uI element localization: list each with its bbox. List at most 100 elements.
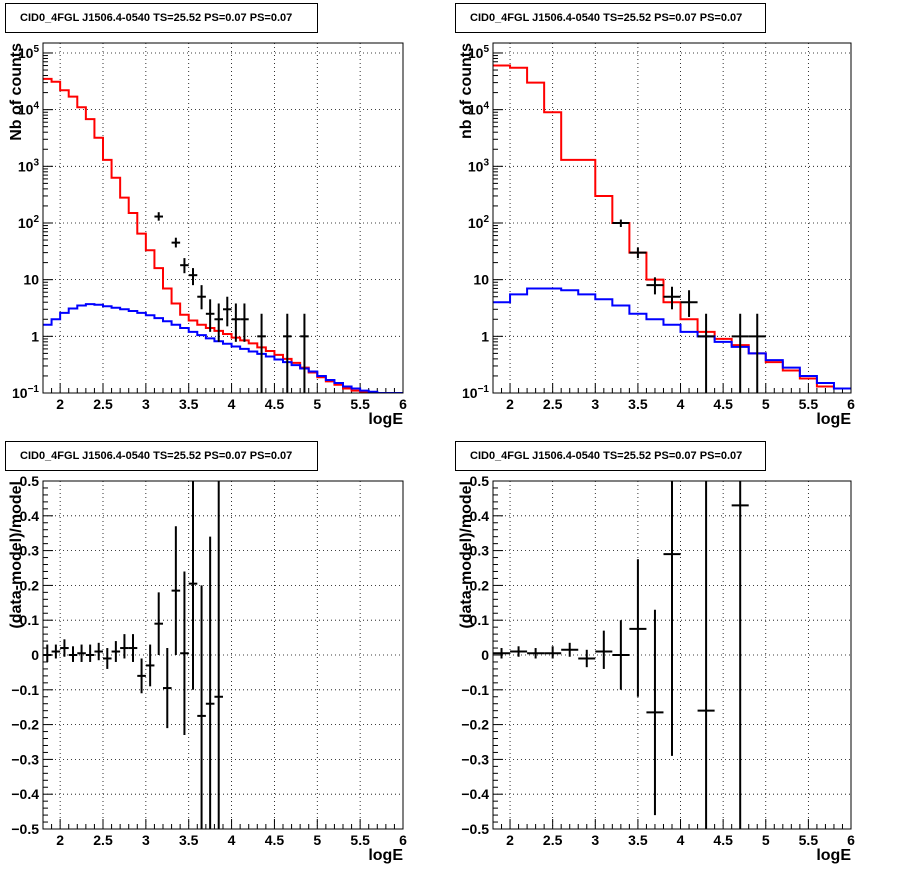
x-axis-label: logE	[816, 411, 851, 428]
x-tick-label: 4	[228, 396, 236, 412]
x-tick-label: 2.5	[93, 832, 113, 848]
chart-panel-0: 2 2.5 3 3.5 4 4.5 5 5.5 610−1110102103104105logE…	[8, 42, 407, 428]
x-tick-label: 3	[591, 396, 599, 412]
title-box-top-left: CID0_4FGL J1506.4-0540 TS=25.52 PS=0.07 …	[5, 3, 318, 33]
x-tick-label: 4	[228, 832, 236, 848]
data-point	[137, 658, 146, 694]
data-point	[43, 644, 52, 662]
data-point	[205, 299, 215, 332]
data-point	[188, 481, 198, 690]
data-point	[223, 296, 232, 327]
data-point	[240, 303, 249, 342]
y-tick-label: −0.2	[11, 717, 39, 733]
title-box-bottom-left: CID0_4FGL J1506.4-0540 TS=25.52 PS=0.07 …	[5, 441, 318, 471]
x-tick-label: 5.5	[799, 396, 819, 412]
data-point	[128, 634, 138, 662]
y-tick-label: 0.2	[20, 577, 40, 593]
data-point	[214, 303, 223, 342]
data-point	[697, 313, 715, 393]
data-point	[163, 648, 172, 729]
plot-area	[43, 481, 223, 829]
x-axis-label: logE	[816, 847, 851, 864]
y-tick-label: 0.5	[20, 473, 40, 489]
data-point	[612, 219, 630, 227]
x-tick-label: 5.5	[350, 396, 370, 412]
x-tick-label: 5	[762, 832, 770, 848]
y-tick-label: −0.5	[11, 821, 39, 837]
y-tick-label: 0	[481, 647, 489, 663]
data-point	[731, 313, 749, 393]
x-tick-label: 2.5	[543, 832, 563, 848]
data-point	[197, 285, 206, 310]
x-tick-label: 6	[399, 832, 407, 848]
y-tick-label: 102	[468, 214, 490, 231]
data-point	[154, 212, 163, 221]
chart-panel-1: 2 2.5 3 3.5 4 4.5 5 5.5 610−1110102103104105logE…	[458, 42, 855, 428]
x-tick-label: 3.5	[628, 396, 648, 412]
x-tick-label: 3.5	[179, 832, 199, 848]
data-point	[300, 313, 309, 393]
y-axis-label: (data-model)/model	[458, 481, 475, 629]
data-point	[180, 571, 189, 736]
series-step-line-0	[43, 77, 403, 393]
series-step-line-1	[43, 303, 403, 393]
data-point	[171, 237, 181, 248]
data-point	[205, 536, 215, 829]
y-tick-label: 0.1	[470, 612, 490, 628]
x-tick-label: 5	[313, 832, 321, 848]
y-tick-label: 102	[18, 214, 40, 231]
data-point	[214, 481, 223, 829]
plot-area	[493, 64, 851, 393]
x-tick-label: 3.5	[179, 396, 199, 412]
x-axis-label: logE	[368, 411, 403, 428]
y-tick-label: −0.3	[461, 751, 489, 767]
x-tick-label: 3.5	[628, 832, 648, 848]
y-axis-label: Nb of counts	[8, 43, 25, 141]
data-point	[120, 634, 129, 659]
data-point	[663, 286, 681, 310]
data-point	[493, 648, 511, 659]
data-point	[231, 303, 241, 342]
x-tick-label: 6	[847, 832, 855, 848]
data-point	[283, 313, 292, 393]
data-point	[629, 559, 647, 697]
plot-frame	[42, 480, 404, 830]
x-tick-label: 5	[762, 396, 770, 412]
plot-frame	[492, 480, 852, 830]
y-tick-label: 0.1	[20, 612, 40, 628]
y-tick-label: 1	[31, 328, 39, 344]
data-point	[561, 642, 579, 657]
data-point	[731, 481, 749, 829]
y-tick-label: 0.2	[470, 577, 490, 593]
x-tick-label: 4.5	[265, 832, 285, 848]
y-axis-label: (data-model)/model	[8, 481, 25, 629]
x-tick-label: 2	[56, 832, 64, 848]
series-step-line-1	[493, 287, 851, 390]
chart-panel-3: 2 2.5 3 3.5 4 4.5 5 5.5 6 −0.5 −0.4 −0.3 −0.2 −0.1 0 0.…	[458, 473, 855, 864]
data-point	[257, 313, 266, 393]
title-box-top-right: CID0_4FGL J1506.4-0540 TS=25.52 PS=0.07 …	[455, 3, 766, 33]
y-tick-label: −0.1	[461, 682, 489, 698]
y-tick-label: −0.4	[11, 786, 39, 802]
x-tick-label: 4.5	[265, 396, 285, 412]
y-tick-label: 1	[481, 328, 489, 344]
x-tick-label: 5	[313, 396, 321, 412]
data-point	[111, 641, 121, 662]
x-tick-label: 3	[591, 832, 599, 848]
x-tick-label: 4	[677, 832, 685, 848]
data-point	[612, 620, 630, 690]
y-tick-label: 10	[473, 272, 489, 288]
data-point	[154, 592, 163, 655]
y-tick-label: 10	[23, 272, 39, 288]
y-tick-label: −0.5	[461, 821, 489, 837]
y-tick-label: 0.5	[470, 473, 490, 489]
series-step-line-0	[493, 64, 851, 390]
x-tick-label: 2	[56, 396, 64, 412]
x-tick-label: 5.5	[799, 832, 819, 848]
plot-area	[493, 481, 749, 829]
x-tick-label: 6	[847, 396, 855, 412]
data-point	[527, 648, 545, 659]
data-point	[510, 646, 528, 657]
data-point	[85, 644, 95, 662]
